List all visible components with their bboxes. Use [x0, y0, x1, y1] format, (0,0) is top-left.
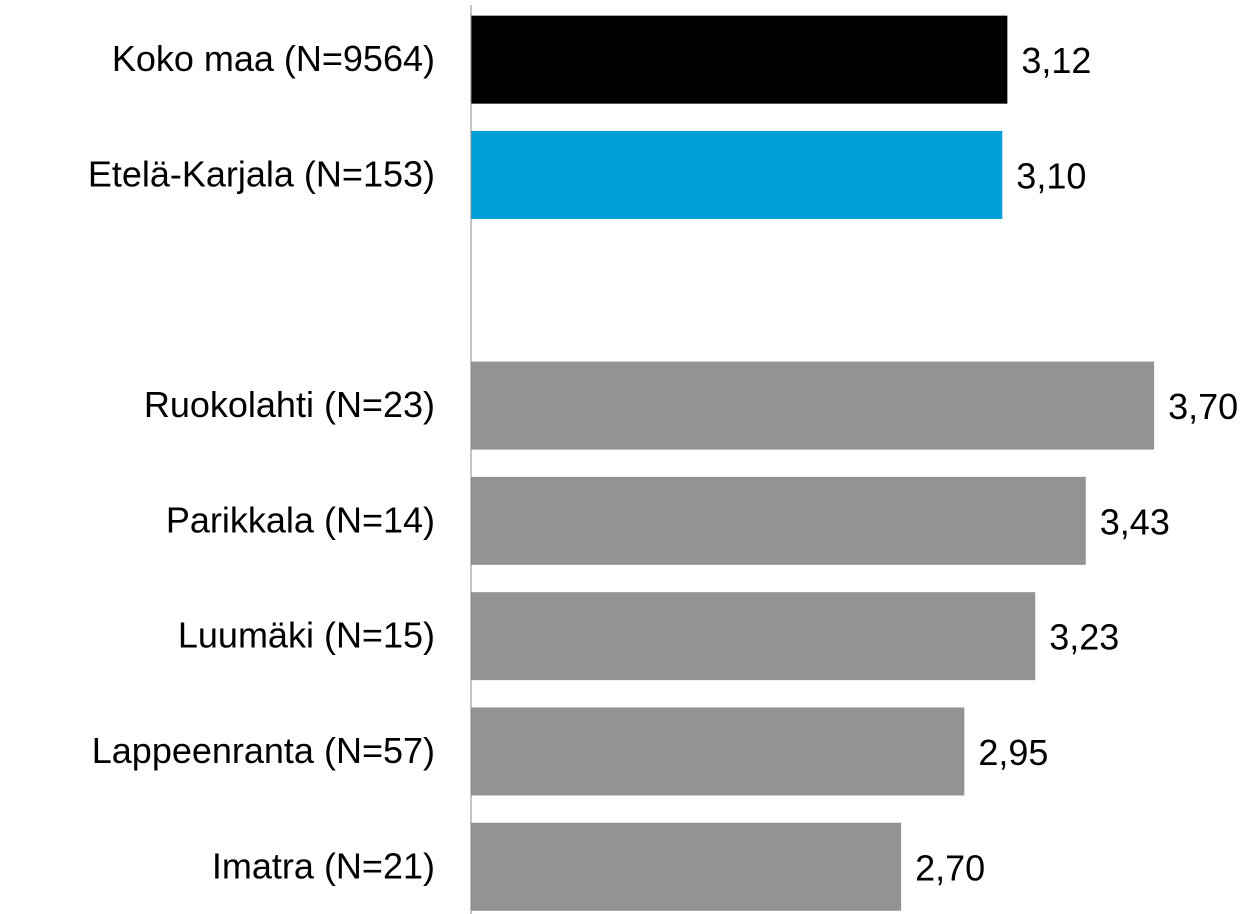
category-label: Lappeenranta (N=57)	[92, 730, 435, 771]
category-label: Luumäki (N=15)	[178, 615, 435, 656]
category-label: Etelä-Karjala (N=153)	[88, 153, 435, 194]
category-label: Imatra (N=21)	[212, 845, 435, 886]
value-label: 3,10	[1016, 155, 1086, 196]
category-label: Parikkala (N=14)	[166, 499, 435, 540]
value-label: 3,23	[1049, 617, 1119, 658]
value-label: 2,95	[978, 732, 1048, 773]
value-label: 3,43	[1100, 501, 1170, 542]
category-label: Koko maa (N=9564)	[112, 38, 435, 79]
bar	[471, 15, 1008, 104]
value-label: 3,12	[1021, 40, 1091, 81]
bar	[471, 476, 1086, 565]
category-label: Ruokolahti (N=23)	[144, 384, 435, 425]
bar	[471, 592, 1036, 681]
bar	[471, 361, 1155, 450]
value-label: 2,70	[915, 847, 985, 888]
value-label: 3,70	[1168, 386, 1238, 427]
bar	[471, 822, 902, 911]
bar	[471, 130, 1003, 219]
bar	[471, 707, 965, 796]
